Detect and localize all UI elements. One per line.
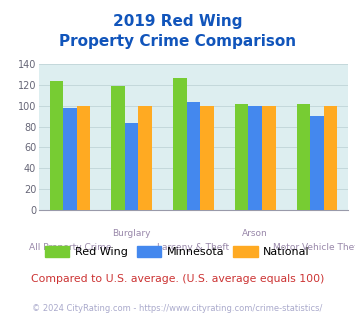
Text: All Property Crime: All Property Crime bbox=[29, 243, 111, 252]
Text: Compared to U.S. average. (U.S. average equals 100): Compared to U.S. average. (U.S. average … bbox=[31, 274, 324, 284]
Bar bbox=[138, 106, 152, 210]
Bar bbox=[63, 108, 77, 210]
Bar bbox=[310, 116, 324, 210]
Bar bbox=[297, 104, 310, 210]
Bar bbox=[173, 78, 187, 210]
Bar bbox=[235, 104, 248, 210]
Text: 2019 Red Wing: 2019 Red Wing bbox=[113, 14, 242, 29]
Text: Motor Vehicle Theft: Motor Vehicle Theft bbox=[273, 243, 355, 252]
Text: Arson: Arson bbox=[242, 229, 268, 238]
Bar bbox=[248, 106, 262, 210]
Bar bbox=[111, 86, 125, 210]
Bar bbox=[77, 106, 90, 210]
Bar bbox=[125, 123, 138, 210]
Bar bbox=[187, 102, 200, 210]
Bar bbox=[262, 106, 275, 210]
Text: Larceny & Theft: Larceny & Theft bbox=[157, 243, 230, 252]
Legend: Red Wing, Minnesota, National: Red Wing, Minnesota, National bbox=[40, 242, 315, 262]
Text: Burglary: Burglary bbox=[113, 229, 151, 238]
Text: Property Crime Comparison: Property Crime Comparison bbox=[59, 34, 296, 49]
Bar bbox=[50, 81, 63, 210]
Text: © 2024 CityRating.com - https://www.cityrating.com/crime-statistics/: © 2024 CityRating.com - https://www.city… bbox=[32, 304, 323, 313]
Bar bbox=[324, 106, 337, 210]
Bar bbox=[200, 106, 214, 210]
